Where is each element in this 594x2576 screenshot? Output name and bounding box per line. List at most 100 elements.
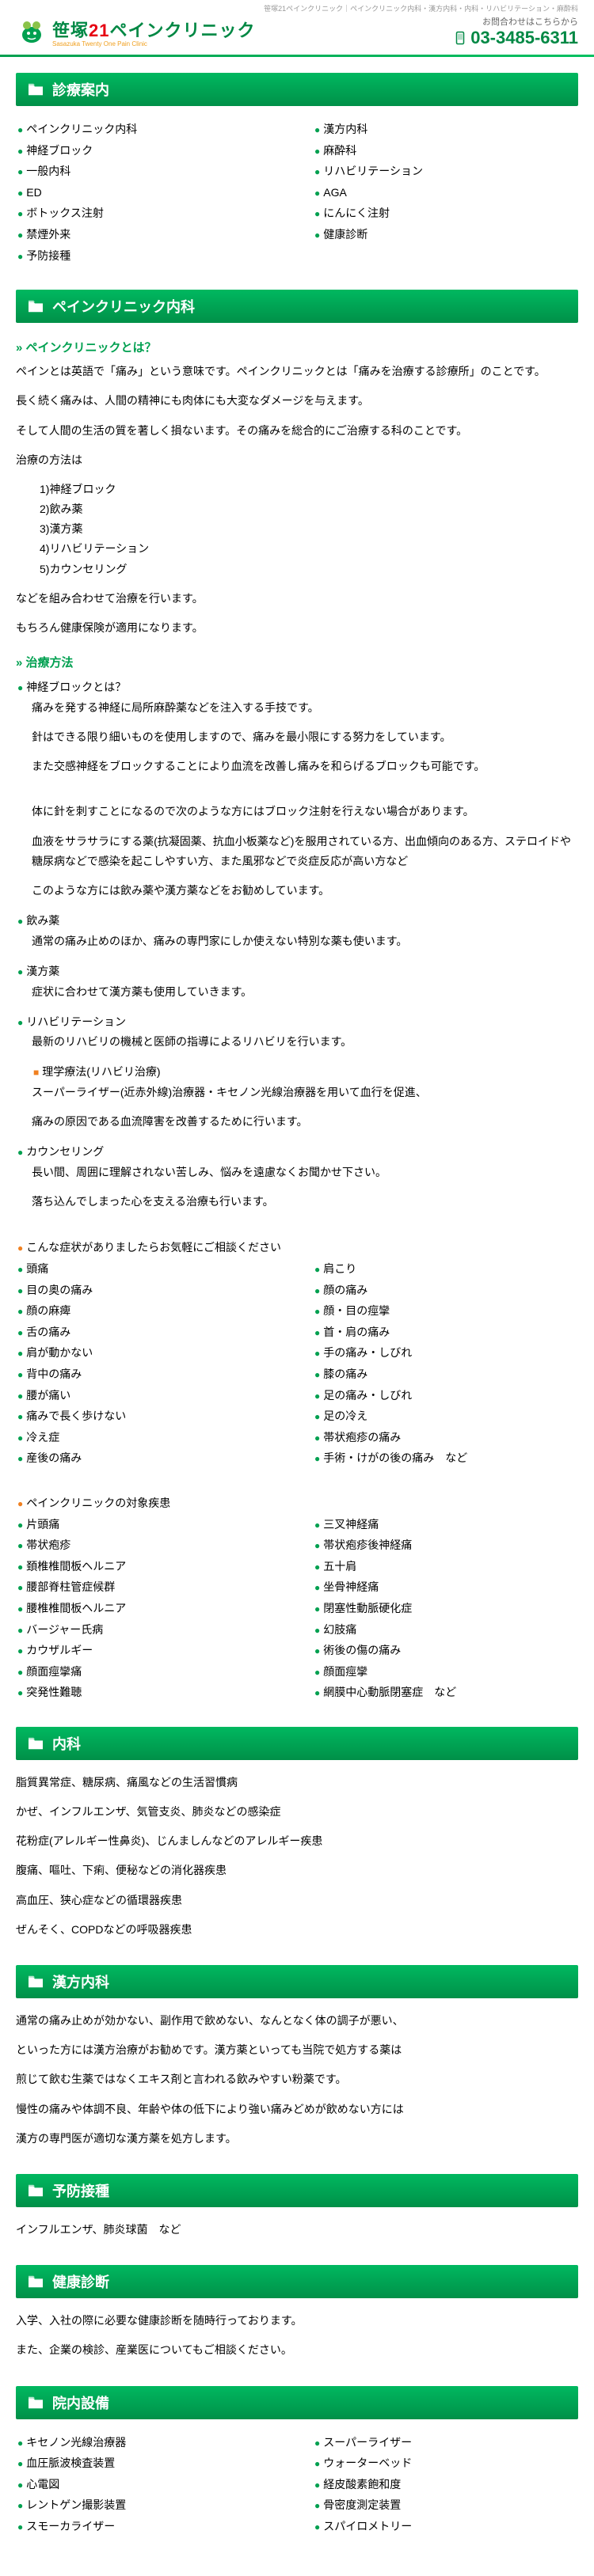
list-item: 腰部脊柱管症候群 <box>16 1576 281 1598</box>
pain-intro2: 長く続く痛みは、人間の精神にも肉体にも大変なダメージを与えます。 <box>16 391 578 411</box>
list-item: カウザルギー <box>16 1640 281 1661</box>
folder-icon <box>27 1975 44 1989</box>
list-item: 帯状疱疹 <box>16 1535 281 1556</box>
list-item: 網膜中心動脈閉塞症 など <box>313 1682 578 1703</box>
list-item: 心電図 <box>16 2474 281 2495</box>
list-item: 突発性難聴 <box>16 1682 281 1703</box>
list-item: ボトックス注射 <box>16 203 281 224</box>
counsel-title: カウンセリング <box>16 1141 578 1163</box>
list-item: 痛みで長く歩けない <box>16 1406 281 1427</box>
text-line: 脂質異常症、糖尿病、痛風などの生活習慣病 <box>16 1773 578 1793</box>
contact-label: お問合わせはこちらから <box>453 15 578 28</box>
method-label: 治療の方法は <box>16 450 578 470</box>
text-line: 高血圧、狭心症などの循環器疾患 <box>16 1891 578 1910</box>
list-item: 骨密度測定装置 <box>313 2494 578 2516</box>
guide-columns: ペインクリニック内科神経ブロック一般内科EDボトックス注射禁煙外来予防接種 漢方… <box>16 119 578 266</box>
method-list: 1)神経ブロック2)飲み薬3)漢方薬4)リハビリテーション5)カウンセリング <box>16 480 578 579</box>
list-item: 三叉神経痛 <box>313 1514 578 1535</box>
text-line: 痛みを発する神経に局所麻酔薬などを注入する手技です。 <box>32 698 578 718</box>
list-item: 肩こり <box>313 1258 578 1280</box>
symptoms-left: 頭痛目の奥の痛み顔の麻痺舌の痛み肩が動かない背中の痛み腰が痛い痛みで長く歩けない… <box>16 1258 281 1469</box>
list-item: 閉塞性動脈硬化症 <box>313 1598 578 1619</box>
section-vaccine-header: 予防接種 <box>16 2174 578 2207</box>
folder-icon <box>27 299 44 313</box>
section-pain-header: ペインクリニック内科 <box>16 290 578 323</box>
list-item: ウォーターベッド <box>313 2453 578 2474</box>
logo-text: 笹塚21ペインクリニック Sasazuka Twenty One Pain Cl… <box>52 17 256 47</box>
method-item: 4)リハビリテーション <box>40 539 578 559</box>
list-item: 坐骨神経痛 <box>313 1576 578 1598</box>
medicine-title: 飲み薬 <box>16 910 578 931</box>
list-item: 冷え症 <box>16 1427 281 1448</box>
folder-icon <box>27 82 44 97</box>
list-item: 肩が動かない <box>16 1342 281 1364</box>
list-item: 一般内科 <box>16 161 281 182</box>
list-item: にんにく注射 <box>313 203 578 224</box>
text-line: また交感神経をブロックすることにより血流を改善し痛みを和らげるブロックも可能です… <box>32 757 578 776</box>
logo: 笹塚21ペインクリニック Sasazuka Twenty One Pain Cl… <box>16 17 256 47</box>
list-item: ペインクリニック内科 <box>16 119 281 140</box>
list-item: バージャー氏病 <box>16 1619 281 1641</box>
list-item: 予防接種 <box>16 245 281 267</box>
block-note2: 血液をサラサラにする薬(抗凝固薬、抗血小板薬など)を服用されている方、出血傾向の… <box>16 832 578 871</box>
text-line: 漢方の専門医が適切な漢方薬を処方します。 <box>16 2129 578 2149</box>
pain-sub2: 治療方法 <box>16 654 578 670</box>
guide-right: 漢方内科麻酔科リハビリテーションAGAにんにく注射健康診断 <box>313 119 578 266</box>
facility-right: スーパーライザーウォーターベッド経皮酸素飽和度骨密度測定装置スパイロメトリー <box>313 2432 578 2537</box>
folder-icon <box>27 2274 44 2289</box>
section-health-header: 健康診断 <box>16 2265 578 2298</box>
guide-left: ペインクリニック内科神経ブロック一般内科EDボトックス注射禁煙外来予防接種 <box>16 119 281 266</box>
logo-main: 笹塚21ペインクリニック <box>52 17 256 42</box>
rehab-title: リハビリテーション <box>16 1011 578 1033</box>
section-naika-header: 内科 <box>16 1727 578 1760</box>
diseases-title: ペインクリニックの対象疾患 <box>16 1493 578 1514</box>
phone-icon <box>453 31 467 45</box>
phone-number[interactable]: 03-3485-6311 <box>453 28 578 48</box>
list-item: 産後の痛み <box>16 1447 281 1469</box>
section-facility-header: 院内設備 <box>16 2386 578 2419</box>
list-item: 手術・けがの後の痛み など <box>313 1447 578 1469</box>
facility-left: キセノン光線治療器血圧脈波検査装置心電図レントゲン撮影装置スモーカライザー <box>16 2432 281 2537</box>
text-line: 針はできる限り細いものを使用しますので、痛みを最小限にする努力をしています。 <box>32 727 578 747</box>
list-item: 膝の痛み <box>313 1364 578 1385</box>
list-item: 術後の傷の痛み <box>313 1640 578 1661</box>
method-item: 2)飲み薬 <box>40 499 578 519</box>
list-item: 腰が痛い <box>16 1385 281 1406</box>
list-item: 禁煙外来 <box>16 224 281 245</box>
symptoms-title: こんな症状がありましたらお気軽にご相談ください <box>16 1237 578 1258</box>
list-item: 顔面痙攣 <box>313 1661 578 1683</box>
list-item: 五十肩 <box>313 1556 578 1577</box>
vaccine-text: インフルエンザ、肺炎球菌 など <box>16 2220 578 2240</box>
text-line: 腹痛、嘔吐、下痢、便秘などの消化器疾患 <box>16 1861 578 1880</box>
header: 笹塚21ペインクリニック Sasazuka Twenty One Pain Cl… <box>0 15 594 55</box>
method-after1: などを組み合わせて治療を行います。 <box>16 589 578 609</box>
top-bar: 笹塚21ペインクリニック｜ペインクリニック内科・漢方内科・内科・リハビリテーショ… <box>0 0 594 15</box>
list-item: 顔・目の痙攣 <box>313 1300 578 1322</box>
list-item: 頭痛 <box>16 1258 281 1280</box>
counsel-t1: 長い間、周囲に理解されない苦しみ、悩みを遠慮なくお聞かせ下さい。 <box>16 1163 578 1182</box>
list-item: ED <box>16 182 281 203</box>
section-guide-header: 診療案内 <box>16 73 578 106</box>
contact-block: お問合わせはこちらから 03-3485-6311 <box>453 15 578 48</box>
text-line: 通常の痛み止めが効かない、副作用で飲めない、なんとなく体の調子が悪い、 <box>16 2011 578 2031</box>
folder-icon <box>27 2183 44 2198</box>
list-item: スパイロメトリー <box>313 2516 578 2537</box>
list-item: 顔面痙攣痛 <box>16 1661 281 1683</box>
kampo-text: 症状に合わせて漢方薬も使用していきます。 <box>16 982 578 1002</box>
text-line: 花粉症(アレルギー性鼻炎)、じんましんなどのアレルギー疾患 <box>16 1831 578 1851</box>
list-item: 顔の痛み <box>313 1280 578 1301</box>
list-item: リハビリテーション <box>313 161 578 182</box>
pain-intro1: ペインとは英語で「痛み」という意味です。ペインクリニックとは「痛みを治療する診療… <box>16 362 578 381</box>
list-item: 麻酔科 <box>313 140 578 161</box>
text-line: 煎じて飲む生薬ではなくエキス剤と言われる飲みやすい粉薬です。 <box>16 2070 578 2089</box>
list-item: 血圧脈波検査装置 <box>16 2453 281 2474</box>
list-item: レントゲン撮影装置 <box>16 2494 281 2516</box>
list-item: 手の痛み・しびれ <box>313 1342 578 1364</box>
list-item: 帯状疱疹の痛み <box>313 1427 578 1448</box>
block-note1: 体に針を刺すことになるので次のような方にはブロック注射を行えない場合があります。 <box>16 802 578 821</box>
list-item: キセノン光線治療器 <box>16 2432 281 2453</box>
text-line: かぜ、インフルエンザ、気管支炎、肺炎などの感染症 <box>16 1802 578 1822</box>
list-item: スモーカライザー <box>16 2516 281 2537</box>
list-item: 背中の痛み <box>16 1364 281 1385</box>
rehab-text: 最新のリハビリの機械と医師の指導によるリハビリを行います。 <box>16 1032 578 1052</box>
